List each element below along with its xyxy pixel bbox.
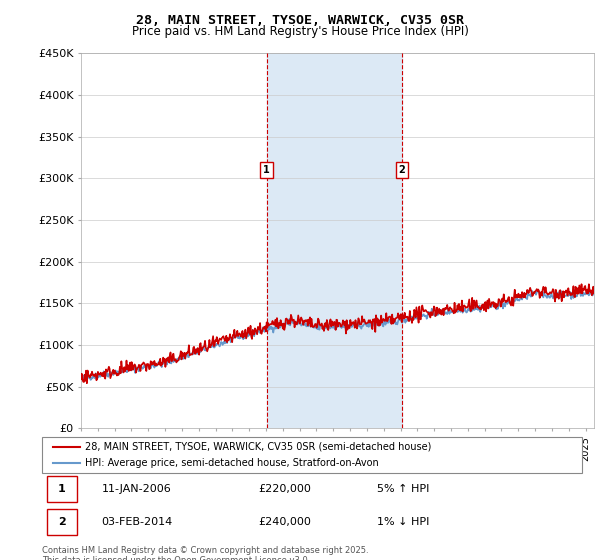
Text: 2: 2 (58, 517, 66, 527)
Text: 28, MAIN STREET, TYSOE, WARWICK, CV35 0SR: 28, MAIN STREET, TYSOE, WARWICK, CV35 0S… (136, 14, 464, 27)
FancyBboxPatch shape (47, 509, 77, 535)
Text: HPI: Average price, semi-detached house, Stratford-on-Avon: HPI: Average price, semi-detached house,… (85, 458, 379, 468)
Text: 1: 1 (263, 165, 270, 175)
Text: 03-FEB-2014: 03-FEB-2014 (101, 517, 173, 527)
Text: £240,000: £240,000 (258, 517, 311, 527)
Text: 2: 2 (399, 165, 406, 175)
Text: 1: 1 (58, 484, 66, 494)
Bar (266, 53, 402, 428)
Text: 28, MAIN STREET, TYSOE, WARWICK, CV35 0SR (semi-detached house): 28, MAIN STREET, TYSOE, WARWICK, CV35 0S… (85, 442, 431, 452)
Text: 5% ↑ HPI: 5% ↑ HPI (377, 484, 429, 494)
Text: Price paid vs. HM Land Registry's House Price Index (HPI): Price paid vs. HM Land Registry's House … (131, 25, 469, 38)
Text: £220,000: £220,000 (258, 484, 311, 494)
FancyBboxPatch shape (47, 476, 77, 502)
Text: 1% ↓ HPI: 1% ↓ HPI (377, 517, 429, 527)
Text: 11-JAN-2006: 11-JAN-2006 (101, 484, 171, 494)
Text: Contains HM Land Registry data © Crown copyright and database right 2025.
This d: Contains HM Land Registry data © Crown c… (42, 546, 368, 560)
FancyBboxPatch shape (42, 437, 582, 473)
